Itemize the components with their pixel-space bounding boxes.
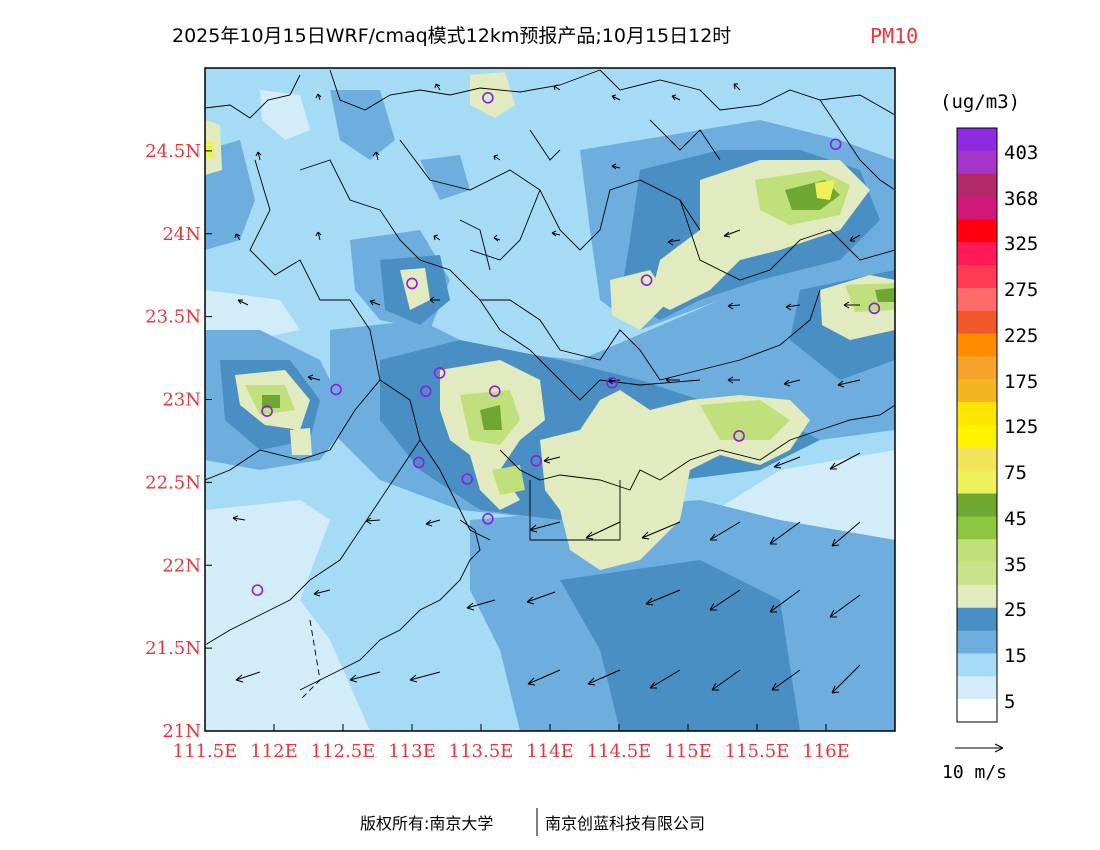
y-tick-label: 23N — [162, 390, 201, 411]
legend-swatch — [957, 287, 997, 312]
wind-scale-label: 10 m/s — [942, 762, 1007, 783]
copyright: 版权所有:南京大学 南京创蓝科技有限公司 — [360, 808, 705, 836]
legend-swatch — [957, 196, 997, 220]
station-marker-icon — [733, 430, 745, 442]
x-tick-label: 112E — [250, 741, 298, 762]
legend-swatch — [957, 447, 997, 472]
legend-label: 15 — [1004, 645, 1027, 667]
monitoring-stations — [251, 92, 881, 596]
legend-swatch — [957, 310, 997, 335]
legend-swatch — [957, 128, 997, 152]
legend-swatch — [957, 653, 997, 677]
station-marker-icon — [419, 385, 432, 398]
station-marker-icon — [261, 405, 273, 417]
legend-label: 325 — [1004, 233, 1038, 255]
legend-label: 75 — [1004, 462, 1027, 484]
y-tick-label: 24.5N — [145, 141, 201, 162]
legend-swatch — [957, 699, 997, 723]
x-tick-label: 113.5E — [449, 741, 514, 762]
station-marker-icon — [482, 92, 494, 104]
latitude-axis: 21N 21.5N 22N 22.5N 23N 23.5N 24N 24.5N — [145, 141, 212, 742]
legend-swatch — [957, 516, 997, 540]
station-marker-icon — [606, 377, 618, 389]
legend-swatch — [957, 402, 997, 426]
wind-scale: 10 m/s — [942, 743, 1007, 783]
legend-swatch — [957, 493, 997, 517]
station-marker-icon — [868, 302, 881, 315]
boundary-lines — [205, 69, 895, 701]
map-title: 2025年10月15日WRF/cmaq模式12km预报产品;10月15日12时 — [172, 25, 731, 47]
station-marker-icon — [488, 385, 501, 398]
legend-labels: 403 368 325 275 225 175 125 75 45 35 25 15 5 — [1004, 142, 1038, 713]
station-marker-icon — [461, 473, 474, 485]
legend-label: 368 — [1004, 188, 1038, 210]
legend-swatch — [957, 676, 997, 700]
legend-swatch — [957, 562, 997, 586]
legend-swatch — [957, 470, 997, 495]
copyright-owner: 版权所有:南京大学 — [360, 814, 493, 833]
legend-label: 403 — [1004, 142, 1038, 164]
legend-label: 125 — [1004, 416, 1038, 438]
y-tick-label: 24N — [162, 224, 201, 245]
x-tick-label: 115.5E — [725, 741, 790, 762]
legend-unit: (ug/m3) — [940, 91, 1020, 113]
station-marker-icon — [640, 274, 653, 286]
pm10-concentration-field — [205, 68, 895, 731]
station-marker-icon — [482, 513, 494, 525]
y-tick-label: 22.5N — [145, 472, 201, 493]
station-marker-icon — [330, 383, 342, 396]
color-legend — [956, 127, 998, 723]
legend-label: 5 — [1004, 691, 1015, 713]
legend-swatch — [957, 539, 997, 563]
station-marker-icon — [433, 367, 446, 379]
legend-swatch — [957, 425, 997, 449]
x-tick-label: 115E — [664, 741, 712, 762]
legend-swatch — [957, 584, 997, 609]
legend-label: 275 — [1004, 279, 1038, 301]
wind-scale-arrow-icon — [955, 743, 1004, 753]
x-tick-label: 116E — [802, 741, 850, 762]
legend-swatch — [957, 219, 997, 243]
legend-swatch — [957, 356, 997, 380]
station-marker-icon — [829, 138, 842, 151]
legend-swatch — [957, 242, 997, 266]
y-tick-label: 21N — [162, 721, 201, 742]
legend-label: 25 — [1004, 599, 1027, 621]
x-tick-label: 112.5E — [311, 741, 376, 762]
x-tick-label: 114E — [526, 741, 574, 762]
legend-label: 225 — [1004, 325, 1038, 347]
longitude-axis: 111.5E 112E 112.5E 113E 113.5E 114E 114.5E 115E… — [173, 724, 850, 762]
x-tick-label: 111.5E — [173, 741, 238, 762]
station-marker-icon — [251, 584, 264, 596]
legend-swatch — [957, 173, 997, 198]
y-tick-label: 22N — [162, 555, 201, 576]
station-marker-icon — [413, 456, 425, 469]
wind-vectors — [232, 83, 861, 694]
legend-label: 35 — [1004, 554, 1027, 576]
station-marker-icon — [406, 277, 418, 290]
x-tick-label: 113E — [388, 741, 436, 762]
legend-swatch — [957, 630, 997, 654]
legend-label: 45 — [1004, 508, 1027, 530]
legend-swatch — [957, 150, 997, 175]
y-tick-label: 21.5N — [145, 638, 201, 659]
legend-swatch — [957, 333, 997, 357]
legend-frame — [956, 127, 998, 723]
legend-swatch — [957, 379, 997, 403]
copyright-company: 南京创蓝科技有限公司 — [545, 814, 705, 833]
y-tick-label: 23.5N — [145, 307, 201, 328]
pollutant-label: PM10 — [870, 24, 918, 48]
legend-swatch — [957, 265, 997, 289]
x-tick-label: 114.5E — [587, 741, 652, 762]
legend-label: 175 — [1004, 371, 1038, 393]
station-marker-icon — [530, 455, 543, 467]
legend-swatch — [957, 607, 997, 632]
